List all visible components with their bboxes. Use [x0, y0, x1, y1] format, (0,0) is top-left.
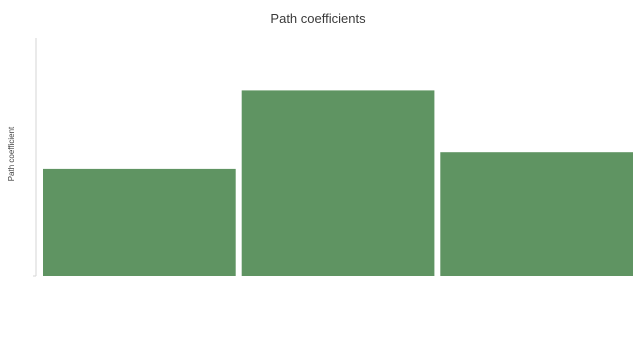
- bar-2: [241, 90, 435, 277]
- y-axis-label: Path coefficient: [7, 126, 16, 181]
- bar-3: [440, 152, 633, 276]
- bar-1: [43, 168, 236, 276]
- bars-group: [43, 90, 633, 277]
- chart-title: Path coefficients: [270, 11, 366, 26]
